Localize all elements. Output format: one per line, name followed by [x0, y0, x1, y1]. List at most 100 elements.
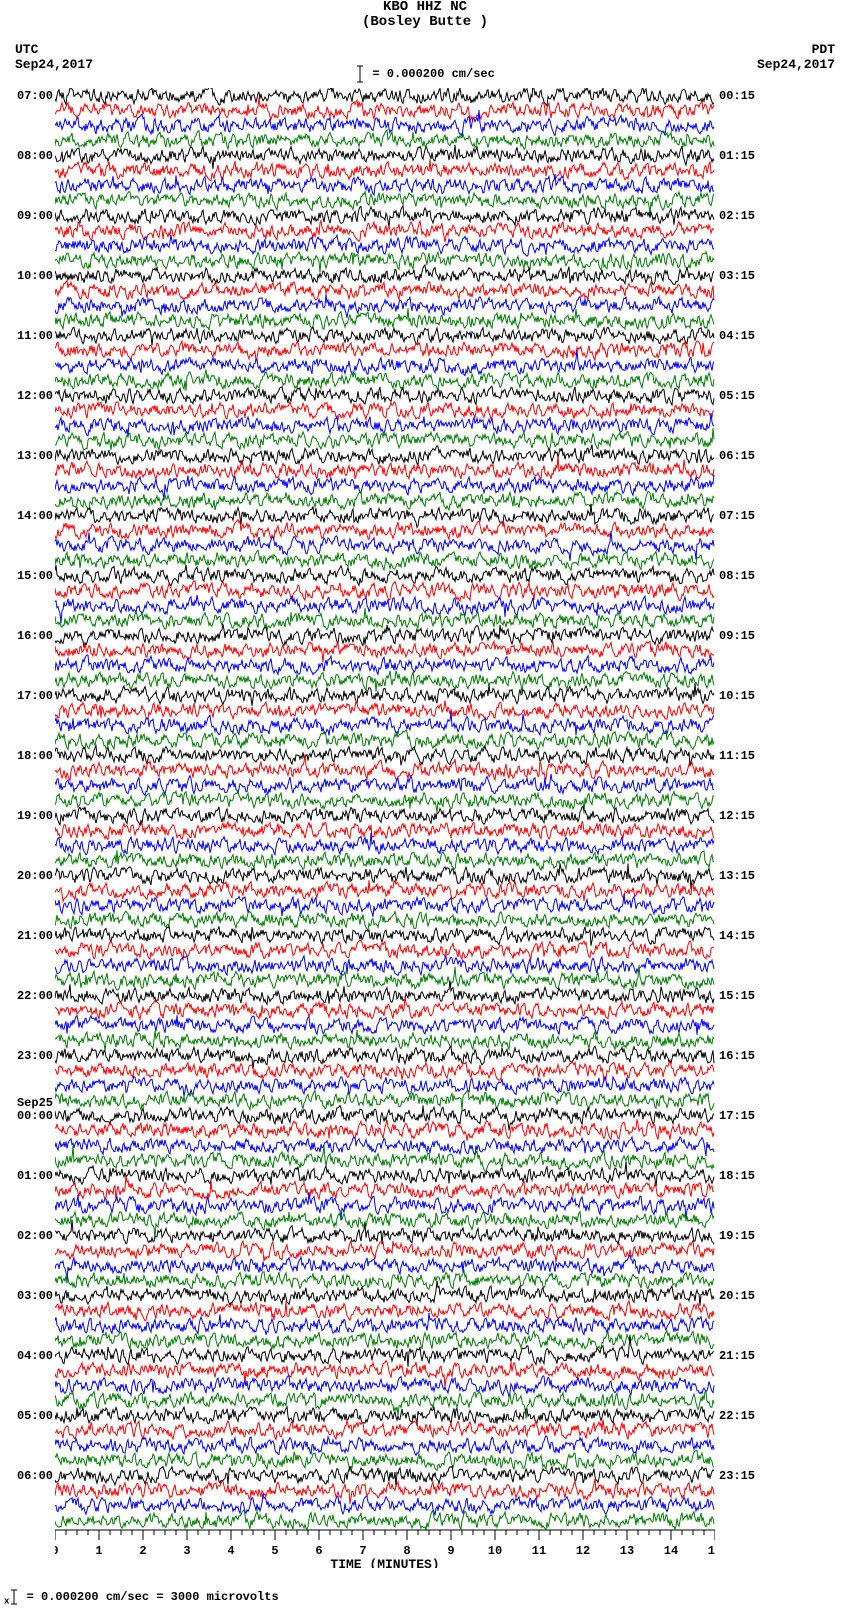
trace-row — [55, 1192, 714, 1220]
scale-legend: = 0.000200 cm/sec — [0, 64, 850, 84]
trace-row — [55, 1407, 714, 1426]
trace-row — [55, 1313, 714, 1335]
trace-row — [55, 1077, 714, 1097]
trace-row — [55, 774, 714, 796]
trace-row — [55, 730, 714, 750]
trace-row — [55, 1450, 714, 1471]
trace-row — [55, 850, 714, 870]
right-time-label: 17:15 — [719, 1110, 755, 1122]
xaxis-tick-label: 9 — [447, 1544, 454, 1558]
right-time-label: 08:15 — [719, 570, 755, 582]
right-time-label: 13:15 — [719, 870, 755, 882]
trace-row — [55, 1331, 714, 1349]
trace-row — [55, 221, 714, 243]
trace-row — [55, 1271, 714, 1290]
right-date: Sep24,2017 — [757, 57, 835, 72]
right-time-label: 10:15 — [719, 690, 755, 702]
trace-row — [55, 1510, 714, 1530]
xaxis-tick-label: 5 — [271, 1544, 278, 1558]
trace-row — [55, 386, 714, 405]
right-time-label: 19:15 — [719, 1230, 755, 1242]
trace-row — [55, 1015, 714, 1035]
left-time-label: 03:00 — [17, 1290, 53, 1302]
trace-row — [55, 1061, 714, 1081]
left-time-label: 16:00 — [17, 630, 53, 642]
xaxis-tick-label: 6 — [315, 1544, 322, 1558]
trace-row — [55, 281, 714, 301]
xaxis-tick-label: 4 — [227, 1544, 234, 1558]
left-time-label: 08:00 — [17, 150, 53, 162]
footer-scale-text: x = 0.000200 cm/sec = 3000 microvolts — [4, 1588, 279, 1607]
left-time-label: 19:00 — [17, 810, 53, 822]
left-time-label: 04:00 — [17, 1350, 53, 1362]
right-time-label: 16:15 — [719, 1050, 755, 1062]
station-code: KBO HHZ NC — [0, 0, 850, 15]
trace-row — [55, 608, 714, 631]
left-time-label: 22:00 — [17, 990, 53, 1002]
trace-row — [55, 1375, 714, 1397]
left-time-label: 15:00 — [17, 570, 53, 582]
left-time-label: 14:00 — [17, 510, 53, 522]
left-time-label: 21:00 — [17, 930, 53, 942]
seismogram-plot: 0123456789101112131415TIME (MINUTES) — [55, 88, 715, 1568]
xaxis-tick-label: 15 — [708, 1544, 715, 1558]
left-time-prefix: Sep25 — [17, 1097, 53, 1109]
left-time-label: 00:00 — [17, 1110, 53, 1122]
right-time-label: 12:15 — [719, 810, 755, 822]
trace-row — [55, 683, 714, 706]
right-time-label: 01:15 — [719, 150, 755, 162]
right-time-label: 09:15 — [719, 630, 755, 642]
trace-row — [55, 1105, 714, 1130]
xaxis-tick-label: 0 — [55, 1544, 59, 1558]
trace-row — [55, 206, 714, 228]
trace-row — [55, 130, 714, 149]
title-block: KBO HHZ NC (Bosley Butte ) — [0, 0, 850, 30]
trace-row — [55, 265, 714, 285]
right-time-label: 22:15 — [719, 1410, 755, 1422]
trace-row — [55, 341, 714, 362]
left-time-label: 13:00 — [17, 450, 53, 462]
trace-row — [55, 475, 714, 501]
trace-row — [55, 821, 714, 839]
xaxis-tick-label: 11 — [532, 1544, 546, 1558]
xaxis-tick-label: 13 — [620, 1544, 634, 1558]
trace-row — [55, 145, 714, 169]
right-time-label: 14:15 — [719, 930, 755, 942]
trace-row — [55, 445, 714, 466]
trace-row — [55, 1175, 714, 1201]
left-time-label: 17:00 — [17, 690, 53, 702]
xaxis-tick-label: 14 — [664, 1544, 678, 1558]
trace-row — [55, 192, 714, 214]
trace-row — [55, 1119, 714, 1140]
left-time-label: 07:00 — [17, 90, 53, 102]
left-time-label: 02:00 — [17, 1230, 53, 1242]
left-time-label: 01:00 — [17, 1170, 53, 1182]
right-time-label: 03:15 — [719, 270, 755, 282]
xaxis-tick-label: 7 — [359, 1544, 366, 1558]
trace-row — [55, 369, 714, 390]
trace-row — [55, 701, 714, 720]
seismogram-container: KBO HHZ NC (Bosley Butte ) = 0.000200 cm… — [0, 0, 850, 1613]
xaxis-tick-label: 8 — [403, 1544, 410, 1558]
right-time-label: 18:15 — [719, 1170, 755, 1182]
left-time-label: 12:00 — [17, 390, 53, 402]
trace-row — [55, 491, 714, 510]
trace-row — [55, 520, 714, 540]
trace-row — [55, 308, 714, 329]
trace-row — [55, 624, 714, 647]
left-time-label: 09:00 — [17, 210, 53, 222]
trace-row — [55, 327, 714, 345]
right-time-label: 05:15 — [719, 390, 755, 402]
trace-row — [55, 655, 714, 675]
left-time-label: 23:00 — [17, 1050, 53, 1062]
trace-row — [55, 1301, 714, 1321]
right-time-label: 02:15 — [719, 210, 755, 222]
left-time-label: 20:00 — [17, 870, 53, 882]
right-time-label: 15:15 — [719, 990, 755, 1002]
xaxis-tick-label: 12 — [576, 1544, 590, 1558]
left-time-label: 06:00 — [17, 1470, 53, 1482]
trace-row — [55, 1255, 714, 1283]
trace-row — [55, 1137, 714, 1156]
trace-row — [55, 159, 714, 181]
trace-row — [55, 880, 714, 901]
